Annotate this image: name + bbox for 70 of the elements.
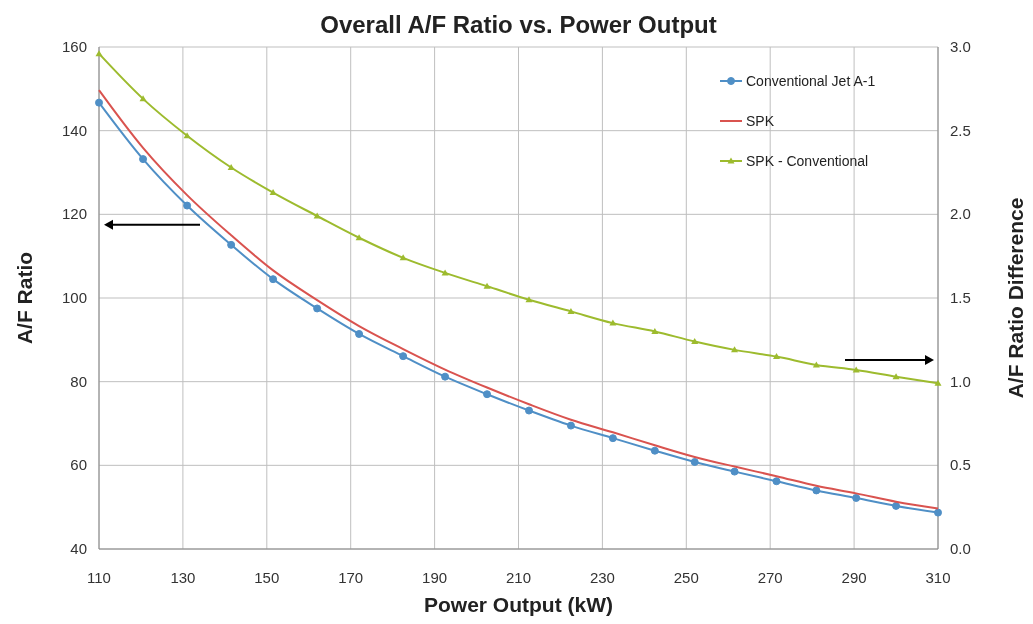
x-tick-label: 230: [589, 569, 615, 586]
legend-label: SPK - Conventional: [746, 153, 869, 169]
point: [609, 319, 617, 326]
point: [525, 296, 533, 303]
point: [691, 338, 699, 345]
point: [651, 327, 659, 334]
point: [483, 282, 491, 289]
x-tick-label: 110: [87, 569, 111, 586]
point: [567, 307, 575, 314]
point: [139, 155, 148, 164]
point: [812, 486, 821, 495]
y2-axis-title: A/F Ratio Difference: [1004, 197, 1027, 399]
x-axis-title: Power Output (kW): [424, 593, 613, 616]
point: [524, 406, 533, 415]
x-tick-label: 270: [757, 569, 783, 586]
point: [183, 132, 191, 139]
point: [650, 446, 659, 455]
point: [934, 508, 942, 517]
y2-tick-label: 3.0: [950, 38, 971, 55]
point: [772, 353, 780, 360]
point: [355, 234, 363, 241]
point: [313, 212, 321, 219]
x-tick-label: 210: [505, 569, 532, 586]
point: [892, 501, 901, 510]
x-tick-label: 130: [170, 569, 196, 586]
point: [269, 189, 277, 196]
y-tick-label: 160: [61, 38, 87, 55]
legend-label: SPK: [746, 113, 775, 129]
y-tick-label: 120: [61, 205, 87, 223]
legend-label: Conventional Jet A-1: [746, 73, 876, 89]
point: [399, 352, 408, 361]
y2-tick-label: 1.0: [950, 372, 971, 390]
point: [227, 163, 235, 170]
y2-tick-label: 0.0: [950, 540, 971, 557]
y-tick-label: 100: [61, 289, 87, 306]
y2-tick-label: 2.5: [950, 121, 971, 139]
point: [183, 201, 192, 210]
point: [355, 329, 364, 338]
y2-tick-label: 1.5: [950, 289, 971, 306]
point: [441, 372, 450, 381]
x-tick-label: 250: [673, 569, 699, 586]
point: [227, 240, 236, 249]
point: [566, 421, 575, 430]
point: [269, 275, 278, 284]
y2-tick-label: 0.5: [950, 456, 971, 474]
x-tick-label: 190: [422, 569, 448, 586]
y-axis-title: A/F Ratio: [13, 251, 36, 345]
y-tick-label: 140: [61, 121, 87, 139]
point: [892, 373, 900, 380]
y2-tick-label: 2.0: [950, 205, 971, 223]
point: [690, 457, 699, 466]
chart-title: Overall A/F Ratio vs. Power Output: [320, 11, 717, 38]
point: [313, 304, 322, 313]
y-tick-label: 80: [70, 372, 87, 390]
y-tick-label: 40: [70, 540, 87, 557]
point: [399, 254, 407, 261]
point: [608, 434, 617, 443]
point: [483, 390, 492, 399]
point: [730, 467, 739, 476]
point: [852, 493, 861, 502]
x-tick-label: 150: [254, 569, 280, 586]
point: [95, 98, 103, 107]
x-tick-label: 310: [925, 569, 951, 586]
point: [934, 379, 942, 386]
x-tick-label: 290: [841, 569, 867, 586]
point: [772, 477, 781, 486]
x-tick-label: 170: [338, 569, 364, 586]
point: [95, 50, 103, 57]
point: [731, 346, 739, 353]
y-tick-label: 60: [70, 456, 87, 474]
